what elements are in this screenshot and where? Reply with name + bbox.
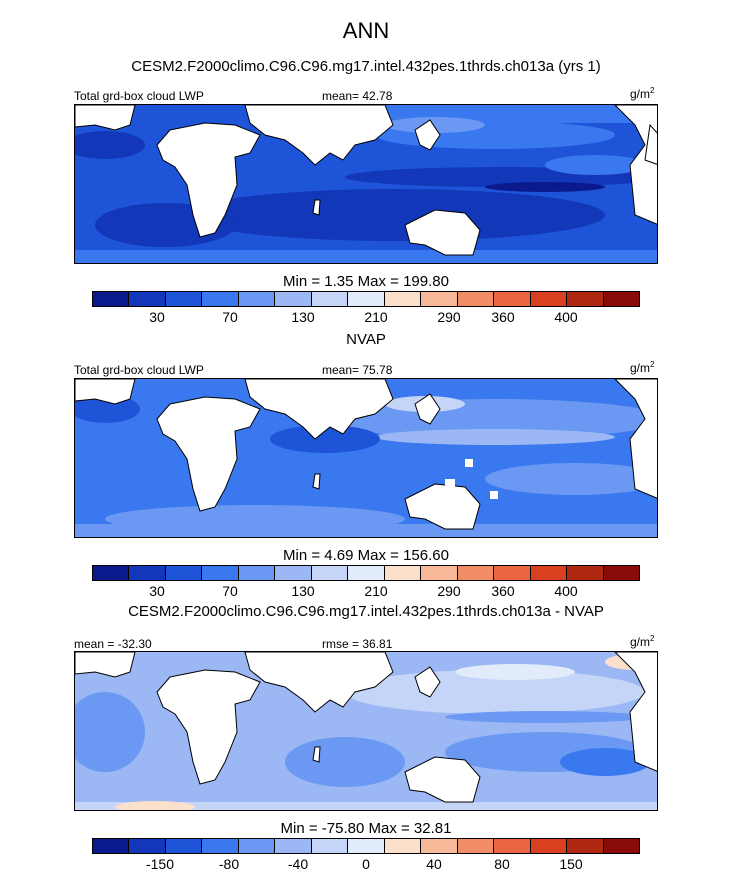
colorbar-tick-label: 70 bbox=[222, 583, 238, 599]
colorbar-bin bbox=[311, 839, 349, 853]
colorbar-bin bbox=[165, 566, 203, 580]
colorbar-tick-label: -150 bbox=[145, 856, 175, 872]
colorbar-bin bbox=[421, 292, 458, 306]
colorbar-bin bbox=[129, 292, 166, 306]
colorbar-tick-label: -40 bbox=[287, 856, 309, 872]
model-subtitle: CESM2.F2000climo.C96.C96.mg17.intel.432p… bbox=[131, 58, 601, 75]
colorbar-tick-label: 290 bbox=[437, 309, 461, 325]
panel1-minmax: Min = 1.35 Max = 199.80 bbox=[283, 273, 449, 290]
colorbar-bin bbox=[348, 839, 385, 853]
panel3-rmse-label: rmse = 36.81 bbox=[322, 637, 393, 651]
colorbar-bin bbox=[457, 292, 495, 306]
colorbar-tick-label: 400 bbox=[554, 309, 578, 325]
colorbar-bin bbox=[494, 292, 531, 306]
colorbar-tick-label: 40 bbox=[426, 856, 442, 872]
colorbar-tick-label: 150 bbox=[559, 856, 583, 872]
colorbar-bin bbox=[384, 292, 422, 306]
colorbar-bin bbox=[530, 292, 568, 306]
colorbar-bin bbox=[384, 566, 422, 580]
colorbar-bin bbox=[421, 839, 458, 853]
colorbar-bin bbox=[129, 566, 166, 580]
panel2-units: g/m2 bbox=[630, 360, 655, 375]
colorbar-bin bbox=[603, 566, 640, 580]
colorbar-bin bbox=[93, 566, 130, 580]
colorbar-bin bbox=[530, 839, 568, 853]
colorbar-tick-label: 80 bbox=[494, 856, 510, 872]
panel1-variable-label: Total grd-box cloud LWP bbox=[74, 89, 204, 103]
panel1-colorbar bbox=[92, 291, 640, 307]
colorbar-bin bbox=[165, 292, 203, 306]
colorbar-bin bbox=[238, 839, 276, 853]
colorbar-tick-label: 290 bbox=[437, 583, 461, 599]
colorbar-tick-label: 130 bbox=[291, 309, 315, 325]
colorbar-bin bbox=[530, 566, 568, 580]
colorbar-tick-label: 210 bbox=[364, 309, 388, 325]
colorbar-bin bbox=[348, 566, 385, 580]
colorbar-tick-label: 360 bbox=[491, 583, 515, 599]
colorbar-tick-label: 360 bbox=[491, 309, 515, 325]
colorbar-bin bbox=[603, 292, 640, 306]
panel2-title: NVAP bbox=[346, 331, 386, 348]
colorbar-tick-label: 400 bbox=[554, 583, 578, 599]
colorbar-bin bbox=[384, 839, 422, 853]
panel2-map bbox=[74, 378, 658, 538]
colorbar-tick-label: -80 bbox=[218, 856, 240, 872]
colorbar-bin bbox=[457, 839, 495, 853]
colorbar-bin bbox=[165, 839, 203, 853]
figure-title: ANN bbox=[342, 18, 390, 43]
panel3-minmax: Min = -75.80 Max = 32.81 bbox=[280, 820, 452, 837]
colorbar-tick-label: 30 bbox=[149, 583, 165, 599]
panel2-colorbar bbox=[92, 565, 640, 581]
colorbar-bin bbox=[238, 566, 276, 580]
colorbar-bin bbox=[567, 292, 604, 306]
colorbar-bin bbox=[567, 566, 604, 580]
colorbar-bin bbox=[275, 566, 312, 580]
colorbar-bin bbox=[311, 292, 349, 306]
colorbar-bin bbox=[275, 839, 312, 853]
panel3-map bbox=[74, 651, 658, 811]
panel3-mean-label: mean = -32.30 bbox=[74, 637, 152, 651]
colorbar-bin bbox=[202, 839, 239, 853]
colorbar-bin bbox=[129, 839, 166, 853]
colorbar-bin bbox=[457, 566, 495, 580]
colorbar-tick-label: 0 bbox=[362, 856, 370, 872]
colorbar-bin bbox=[311, 566, 349, 580]
panel3-units: g/m2 bbox=[630, 634, 655, 649]
colorbar-bin bbox=[494, 566, 531, 580]
colorbar-bin bbox=[494, 839, 531, 853]
colorbar-tick-label: 30 bbox=[149, 309, 165, 325]
colorbar-tick-label: 130 bbox=[291, 583, 315, 599]
colorbar-bin bbox=[603, 839, 640, 853]
colorbar-bin bbox=[421, 566, 458, 580]
panel3-title: CESM2.F2000climo.C96.C96.mg17.intel.432p… bbox=[128, 603, 604, 620]
colorbar-bin bbox=[238, 292, 276, 306]
panel3-colorbar bbox=[92, 838, 640, 854]
panel1-map bbox=[74, 104, 658, 264]
colorbar-tick-label: 70 bbox=[222, 309, 238, 325]
colorbar-bin bbox=[348, 292, 385, 306]
colorbar-bin bbox=[567, 839, 604, 853]
colorbar-bin bbox=[202, 566, 239, 580]
colorbar-bin bbox=[202, 292, 239, 306]
panel2-minmax: Min = 4.69 Max = 156.60 bbox=[283, 547, 449, 564]
colorbar-bin bbox=[93, 839, 130, 853]
panel2-variable-label: Total grd-box cloud LWP bbox=[74, 363, 204, 377]
colorbar-tick-label: 210 bbox=[364, 583, 388, 599]
colorbar-bin bbox=[93, 292, 130, 306]
panel1-mean-label: mean= 42.78 bbox=[322, 89, 393, 103]
colorbar-bin bbox=[275, 292, 312, 306]
panel1-units: g/m2 bbox=[630, 86, 655, 101]
panel2-mean-label: mean= 75.78 bbox=[322, 363, 393, 377]
